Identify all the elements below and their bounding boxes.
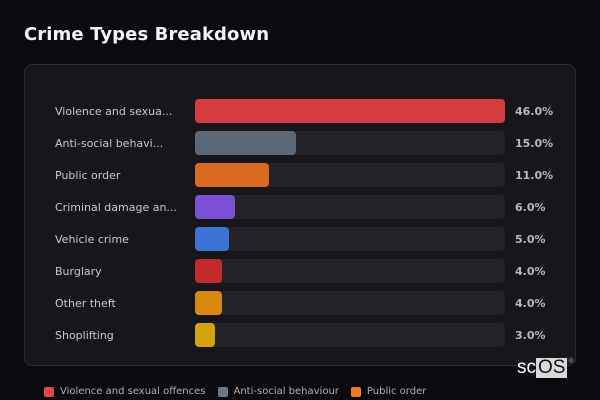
legend-swatch-icon xyxy=(217,386,228,397)
bar-row: Burglary 4.0% xyxy=(55,255,575,287)
chart-legend: Violence and sexual offences Anti-social… xyxy=(44,386,426,397)
bar-label: Burglary xyxy=(55,264,102,278)
chart-title: Crime Types Breakdown xyxy=(24,24,270,45)
bar-value: 46.0% xyxy=(515,104,554,118)
chart-card: Violence and sexua... 46.0% Anti-social … xyxy=(24,64,576,366)
bar-row: Criminal damage an... 6.0% xyxy=(55,191,575,223)
legend-label: Public order xyxy=(366,386,427,397)
bar-row: Public order 11.0% xyxy=(55,159,575,191)
legend-item[interactable]: Violence and sexual offences xyxy=(44,386,206,397)
bar-value: 4.0% xyxy=(515,296,546,310)
bar-value: 15.0% xyxy=(515,136,554,150)
bar-fill xyxy=(195,323,216,347)
bar-fill xyxy=(195,163,270,187)
legend-item[interactable]: Public order xyxy=(350,386,427,397)
bar-label: Violence and sexua... xyxy=(55,104,173,118)
bar-track xyxy=(195,131,505,155)
bar-fill xyxy=(195,291,222,315)
legend-item[interactable]: Anti-social behaviour xyxy=(217,386,339,397)
bar-value: 3.0% xyxy=(515,328,546,342)
legend-label: Anti-social behaviour xyxy=(233,386,339,397)
bar-track xyxy=(195,163,505,187)
bar-label: Vehicle crime xyxy=(55,232,129,246)
registered-icon: ® xyxy=(568,358,574,365)
bar-label: Public order xyxy=(55,168,121,182)
bar-label: Shoplifting xyxy=(55,328,114,342)
bar-track xyxy=(195,323,505,347)
bar-label: Criminal damage an... xyxy=(55,200,177,214)
bar-label: Anti-social behavi... xyxy=(55,136,164,150)
legend-label: Violence and sexual offences xyxy=(60,386,206,397)
bar-row: Vehicle crime 5.0% xyxy=(55,223,575,255)
bar-fill xyxy=(195,131,297,155)
bar-row: Other theft 4.0% xyxy=(55,287,575,319)
bar-fill xyxy=(195,195,236,219)
bar-track xyxy=(195,259,505,283)
bar-value: 4.0% xyxy=(515,264,546,278)
bar-rows: Violence and sexua... 46.0% Anti-social … xyxy=(55,95,575,351)
bar-fill xyxy=(195,99,505,123)
bar-track xyxy=(195,195,505,219)
bar-value: 6.0% xyxy=(515,200,546,214)
legend-swatch-icon xyxy=(350,386,361,397)
watermark-os: OS xyxy=(536,357,568,378)
legend-swatch-icon xyxy=(44,386,54,397)
scos-watermark: sc OS ® xyxy=(517,358,574,378)
bar-track xyxy=(195,227,505,251)
bar-fill xyxy=(195,227,229,251)
bar-row: Violence and sexua... 46.0% xyxy=(55,95,575,127)
bar-track xyxy=(195,99,505,123)
bar-label: Other theft xyxy=(55,296,116,310)
watermark-sc: sc xyxy=(517,357,536,378)
bar-value: 5.0% xyxy=(515,232,546,246)
bar-track xyxy=(195,291,505,315)
bar-value: 11.0% xyxy=(515,168,554,182)
bar-row: Shoplifting 3.0% xyxy=(55,319,575,351)
bar-row: Anti-social behavi... 15.0% xyxy=(55,127,575,159)
bar-fill xyxy=(195,259,222,283)
